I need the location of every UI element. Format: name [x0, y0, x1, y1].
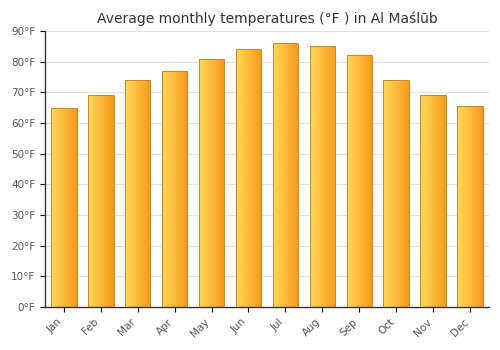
- Bar: [88, 95, 114, 307]
- Bar: [198, 58, 224, 307]
- Bar: [236, 49, 262, 307]
- Bar: [50, 107, 76, 307]
- Bar: [162, 71, 188, 307]
- Bar: [310, 46, 336, 307]
- Title: Average monthly temperatures (°F ) in Al Maślūb: Average monthly temperatures (°F ) in Al…: [96, 11, 437, 26]
- Bar: [346, 56, 372, 307]
- Bar: [420, 95, 446, 307]
- Bar: [458, 106, 483, 307]
- Bar: [124, 80, 150, 307]
- Bar: [384, 80, 409, 307]
- Bar: [272, 43, 298, 307]
